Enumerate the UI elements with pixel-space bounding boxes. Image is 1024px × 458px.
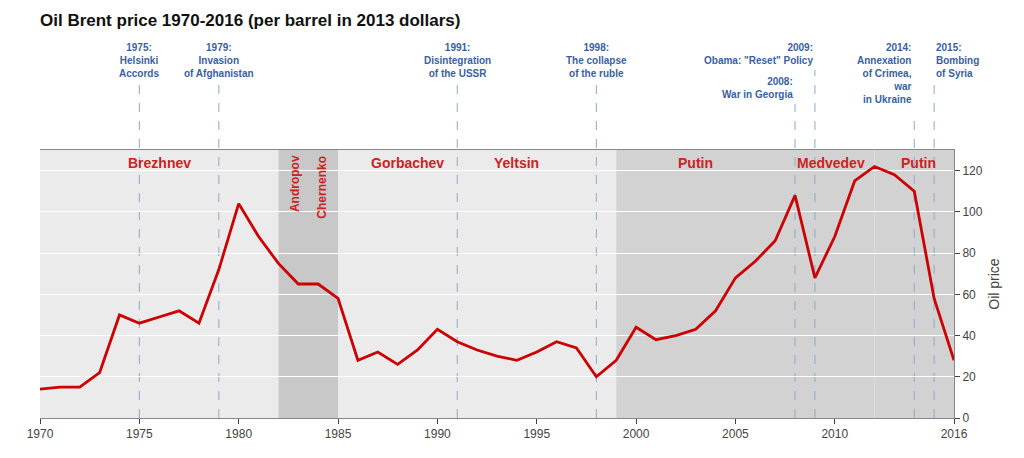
svg-text:2015:Bombingof Syria: 2015:Bombingof Syria: [936, 42, 979, 79]
svg-text:2000: 2000: [623, 427, 650, 441]
svg-text:Oil Brent price 1970-2016 (per: Oil Brent price 1970-2016 (per barrel in…: [40, 11, 460, 30]
svg-text:1998:The collapseof the ruble: 1998:The collapseof the ruble: [566, 42, 627, 79]
svg-text:2005: 2005: [722, 427, 749, 441]
svg-text:Yeltsin: Yeltsin: [494, 155, 539, 171]
svg-text:1980: 1980: [225, 427, 252, 441]
svg-text:Oil price: Oil price: [986, 258, 1002, 310]
svg-text:1990: 1990: [424, 427, 451, 441]
svg-text:20: 20: [962, 370, 976, 384]
svg-text:Putin: Putin: [901, 155, 936, 171]
svg-text:2008:War in Georgia: 2008:War in Georgia: [722, 76, 793, 100]
svg-text:100: 100: [962, 205, 982, 219]
svg-text:60: 60: [962, 288, 976, 302]
svg-text:1995: 1995: [523, 427, 550, 441]
svg-text:1985: 1985: [325, 427, 352, 441]
svg-text:Gorbachev: Gorbachev: [371, 155, 444, 171]
svg-text:1991:Disintegrationof the USSR: 1991:Disintegrationof the USSR: [424, 42, 491, 79]
svg-text:Chernenko: Chernenko: [315, 156, 329, 219]
svg-text:1970: 1970: [27, 427, 54, 441]
svg-text:2010: 2010: [821, 427, 848, 441]
svg-text:Andropov: Andropov: [288, 155, 302, 212]
svg-text:2014:Annexationof Crimea,warin: 2014:Annexationof Crimea,warin Ukraine: [857, 42, 912, 105]
svg-text:1975: 1975: [126, 427, 153, 441]
svg-text:1975:HelsinkiAccords: 1975:HelsinkiAccords: [119, 42, 159, 79]
svg-text:120: 120: [962, 164, 982, 178]
svg-text:Brezhnev: Brezhnev: [128, 155, 191, 171]
svg-text:2016: 2016: [941, 427, 968, 441]
svg-text:Medvedev: Medvedev: [797, 155, 865, 171]
svg-text:2009:Obama: "Reset" Policy: 2009:Obama: "Reset" Policy: [704, 42, 813, 66]
svg-text:1979:Invasionof Afghanistan: 1979:Invasionof Afghanistan: [184, 42, 254, 79]
svg-text:Putin: Putin: [678, 155, 713, 171]
svg-text:0: 0: [962, 411, 969, 425]
svg-text:40: 40: [962, 329, 976, 343]
svg-text:80: 80: [962, 246, 976, 260]
